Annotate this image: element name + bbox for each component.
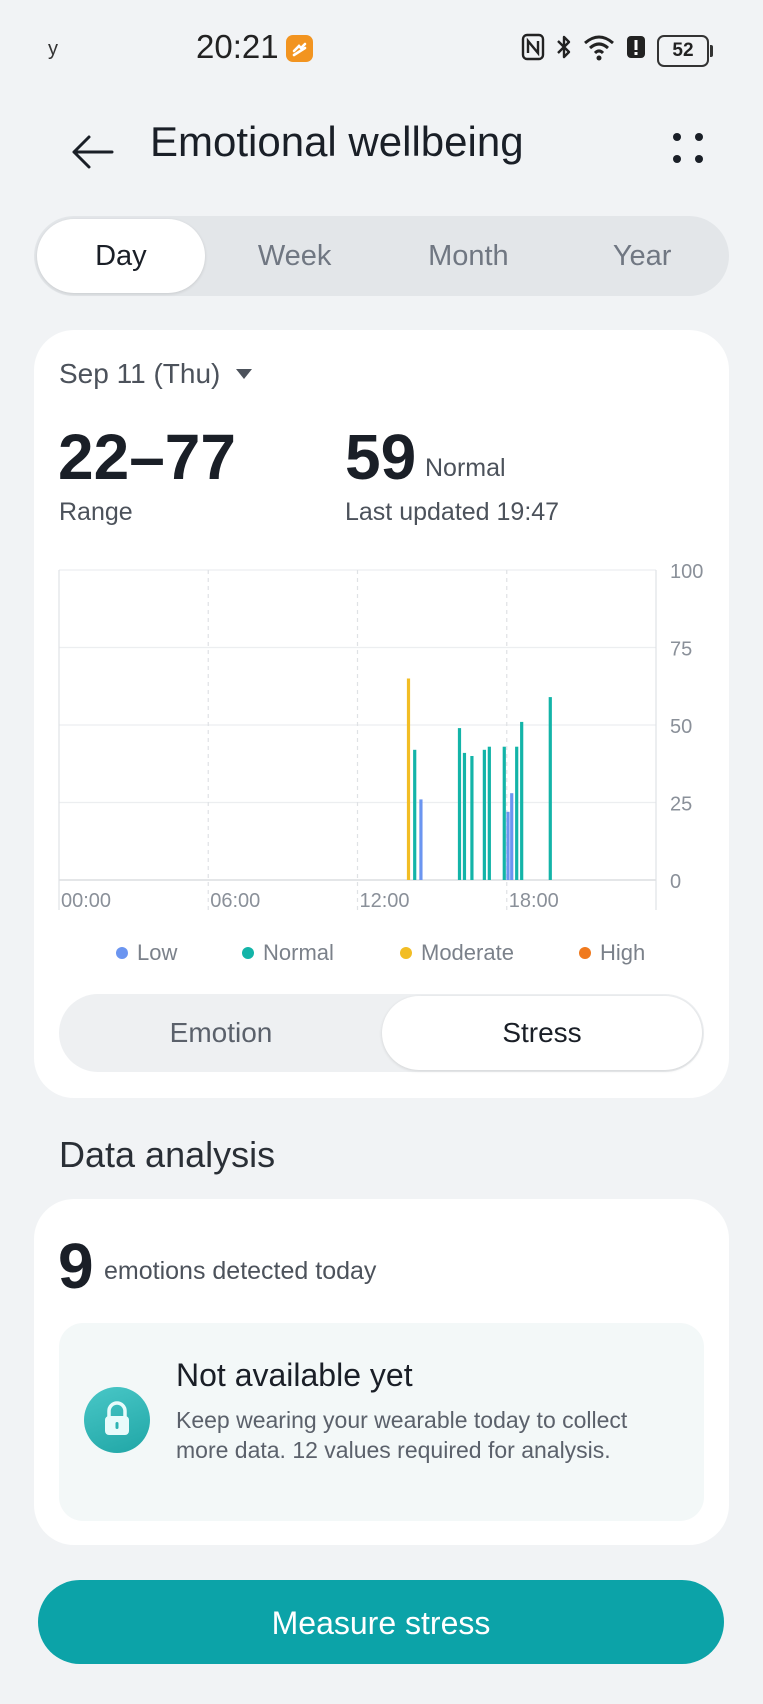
y-tick-label: 50: [670, 716, 692, 738]
legend-dot-low: [116, 947, 128, 959]
current-stress-value: 59: [345, 421, 417, 493]
bar-normal[interactable]: [413, 749, 417, 880]
legend-label-high: High: [600, 940, 646, 965]
status-carrier-text: y: [48, 38, 58, 60]
tab-stress[interactable]: Stress: [382, 996, 702, 1070]
bar-normal[interactable]: [482, 749, 486, 880]
status-bar: y 20:21: [0, 0, 763, 100]
bar-normal[interactable]: [502, 746, 506, 880]
legend-label-low: Low: [137, 940, 178, 965]
more-dots-icon: [673, 133, 681, 141]
legend-dot-high: [579, 947, 591, 959]
alert-icon: [625, 33, 647, 68]
stress-chart-card: Sep 11 (Thu) 22–77 Range 59 Normal Last …: [34, 330, 729, 1098]
y-tick-label: 75: [670, 639, 692, 661]
bar-moderate[interactable]: [406, 678, 411, 881]
bar-normal[interactable]: [520, 721, 524, 880]
selected-date: Sep 11 (Thu): [59, 358, 221, 389]
x-tick-label: 00:00: [61, 890, 111, 912]
tab-year[interactable]: Year: [612, 240, 672, 272]
emotion-count: 9: [58, 1230, 94, 1302]
x-tick-label: 12:00: [360, 890, 410, 912]
measure-stress-button[interactable]: Measure stress: [38, 1580, 724, 1664]
tab-emotion[interactable]: Emotion: [169, 1017, 273, 1048]
stress-chart[interactable]: 0 25 50 75 100 00:00 06:00 12:00 18:00: [34, 330, 729, 940]
range-label: Range: [59, 498, 133, 526]
back-arrow-icon: [72, 135, 114, 169]
wifi-icon: [583, 33, 615, 68]
bar-normal[interactable]: [462, 752, 467, 880]
lock-icon: [84, 1387, 150, 1453]
bar-low[interactable]: [419, 799, 423, 880]
period-tabs: Day Week Month Year: [34, 216, 729, 296]
legend-item-low: Low: [116, 940, 177, 966]
page-title: Emotional wellbeing: [150, 118, 524, 165]
battery-icon: 52: [657, 34, 713, 67]
bar-normal[interactable]: [515, 746, 519, 880]
legend-label-normal: Normal: [263, 940, 334, 965]
bar-normal[interactable]: [548, 697, 552, 880]
bar-low[interactable]: [510, 793, 514, 880]
status-icons: 52: [521, 33, 713, 68]
legend-item-high: High: [579, 940, 645, 966]
notice-title: Not available yet: [176, 1357, 413, 1393]
tab-week[interactable]: Week: [257, 240, 332, 272]
x-tick-label: 18:00: [509, 890, 559, 912]
y-tick-label: 0: [670, 871, 681, 893]
bar-normal[interactable]: [457, 728, 462, 880]
legend-dot-normal: [242, 947, 254, 959]
legend-label-moderate: Moderate: [421, 940, 514, 965]
bar-normal[interactable]: [470, 756, 474, 880]
y-tick-label: 25: [670, 794, 692, 816]
more-options-button[interactable]: [660, 120, 716, 176]
legend-dot-moderate: [400, 947, 412, 959]
metric-toggle: Emotion Stress: [59, 994, 704, 1072]
tab-day[interactable]: Day: [37, 219, 205, 293]
y-tick-label: 100: [670, 561, 703, 583]
dropdown-caret-icon: [236, 369, 253, 379]
back-button[interactable]: [60, 120, 124, 184]
date-selector[interactable]: Sep 11 (Thu): [59, 358, 253, 390]
current-stress-status: Normal: [425, 454, 506, 482]
bar-normal[interactable]: [487, 746, 491, 880]
notice-text: Keep wearing your wearable today to coll…: [176, 1407, 628, 1463]
tab-month[interactable]: Month: [428, 240, 509, 272]
last-updated: Last updated 19:47: [345, 498, 560, 526]
range-value: 22–77: [58, 421, 236, 493]
data-analysis-title: Data analysis: [59, 1134, 276, 1175]
nfc-icon: [521, 33, 545, 68]
battery-level: 52: [657, 34, 709, 67]
bluetooth-icon: [555, 33, 573, 68]
header: Emotional wellbeing: [0, 100, 763, 190]
not-available-notice: Not available yet Keep wearing your wear…: [59, 1323, 704, 1521]
health-app-notification-icon: [286, 35, 313, 62]
legend-item-normal: Normal: [242, 940, 334, 966]
x-tick-label: 06:00: [210, 890, 260, 912]
bar-low[interactable]: [506, 811, 510, 880]
data-analysis-card: 9 emotions detected today Not available …: [34, 1199, 729, 1545]
status-time: 20:21: [196, 28, 279, 65]
emotion-count-label: emotions detected today: [104, 1257, 377, 1285]
legend-item-moderate: Moderate: [400, 940, 514, 966]
